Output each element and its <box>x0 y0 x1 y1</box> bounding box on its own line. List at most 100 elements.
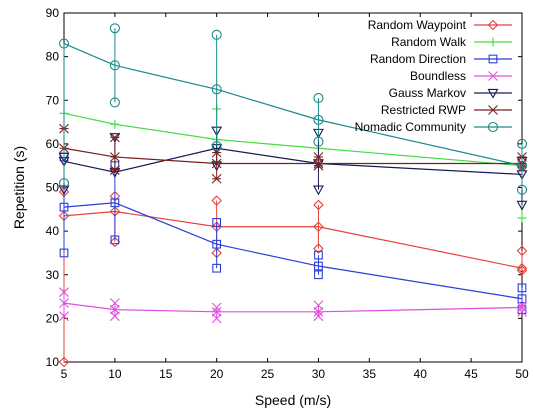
legend-item: Random Waypoint <box>368 18 512 32</box>
y-tick-label: 60 <box>46 137 60 151</box>
y-tick-label: 20 <box>46 311 60 325</box>
data-point <box>516 262 528 274</box>
data-point <box>212 218 222 227</box>
data-point <box>110 119 120 129</box>
series-boundless <box>59 287 527 324</box>
series-line <box>63 202 523 300</box>
series-line <box>63 42 523 167</box>
data-point <box>211 302 222 313</box>
legend-label: Gauss Markov <box>389 86 466 100</box>
data-point <box>58 178 70 189</box>
data-point <box>313 243 324 254</box>
data-point <box>488 71 498 81</box>
data-point <box>59 287 69 298</box>
data-point <box>110 132 120 143</box>
legend-item: Nomadic Community <box>355 120 512 134</box>
data-point <box>212 239 222 249</box>
y-tick-label: 70 <box>46 93 60 107</box>
data-point <box>313 221 324 233</box>
legend-label: Boundless <box>410 69 466 83</box>
data-point <box>59 311 69 322</box>
data-point <box>212 263 222 273</box>
series-layer <box>58 23 528 368</box>
data-point <box>314 250 323 260</box>
data-point <box>516 138 528 149</box>
data-point <box>211 158 222 169</box>
data-point <box>313 185 324 196</box>
data-point <box>58 356 70 368</box>
legend-item: Random Direction <box>370 52 512 66</box>
data-point <box>517 300 527 311</box>
x-tick-label: 50 <box>515 367 529 381</box>
legend-item: Random Walk <box>391 35 512 49</box>
data-point <box>516 245 528 257</box>
data-point <box>110 152 120 162</box>
data-point <box>517 213 527 223</box>
y-axis-title: Repetition (s) <box>11 146 27 229</box>
legend-label: Restricted RWP <box>381 103 466 117</box>
x-axis: 5 10 15 20 25 30 35 40 45 50 <box>61 13 529 381</box>
data-point <box>516 200 528 211</box>
data-point <box>58 38 70 49</box>
x-tick-label: 25 <box>261 367 275 381</box>
data-point <box>211 141 222 152</box>
y-tick-label: 30 <box>46 268 60 282</box>
y-tick-label: 80 <box>46 50 60 64</box>
data-point <box>488 54 498 64</box>
x-tick-label: 45 <box>464 367 478 381</box>
data-point <box>211 173 222 184</box>
data-point <box>313 114 324 125</box>
data-point <box>487 88 499 99</box>
data-point <box>517 302 527 313</box>
data-point <box>109 97 120 108</box>
data-point <box>110 198 120 208</box>
legend-item: Restricted RWP <box>381 103 512 117</box>
x-tick-label: 35 <box>363 367 377 381</box>
x-tick-label: 10 <box>108 367 122 381</box>
data-point <box>109 236 121 248</box>
y-tick-label: 90 <box>46 6 60 20</box>
x-tick-label: 5 <box>61 367 68 381</box>
data-point <box>516 184 528 195</box>
data-point <box>59 202 69 212</box>
data-point <box>517 294 527 304</box>
x-tick-label: 15 <box>159 367 173 381</box>
data-point <box>516 265 528 276</box>
data-point <box>517 283 527 293</box>
legend-label: Random Walk <box>391 35 467 49</box>
data-point <box>313 158 324 169</box>
data-point <box>211 29 222 40</box>
x-tick-label: 20 <box>210 367 224 381</box>
y-axis: 10 20 30 40 50 60 70 80 90 <box>46 6 522 369</box>
data-point <box>59 298 69 308</box>
legend-label: Random Waypoint <box>368 18 467 32</box>
y-tick-label: 10 <box>46 355 60 369</box>
data-point <box>488 105 498 115</box>
data-point <box>313 160 324 171</box>
data-point <box>313 136 324 147</box>
legend-label: Random Direction <box>370 52 466 66</box>
data-point <box>211 195 222 206</box>
data-point <box>313 306 324 317</box>
data-point <box>58 185 70 196</box>
data-point <box>313 311 324 322</box>
x-axis-title: Speed (m/s) <box>255 392 331 408</box>
data-point <box>314 270 323 280</box>
data-point <box>516 160 528 171</box>
data-point <box>314 261 323 271</box>
legend-item: Gauss Markov <box>389 86 512 100</box>
data-point <box>488 37 498 47</box>
x-tick-label: 30 <box>312 367 326 381</box>
data-point <box>110 304 120 315</box>
data-point <box>487 121 499 133</box>
data-point <box>110 165 120 175</box>
y-tick-label: 50 <box>46 181 60 195</box>
data-point <box>211 306 222 317</box>
data-point <box>109 60 120 71</box>
data-point <box>313 93 324 104</box>
x-tick-label: 40 <box>414 367 428 381</box>
legend-label: Nomadic Community <box>355 120 466 134</box>
y-tick-label: 40 <box>46 224 60 238</box>
legend-item: Boundless <box>410 69 512 83</box>
